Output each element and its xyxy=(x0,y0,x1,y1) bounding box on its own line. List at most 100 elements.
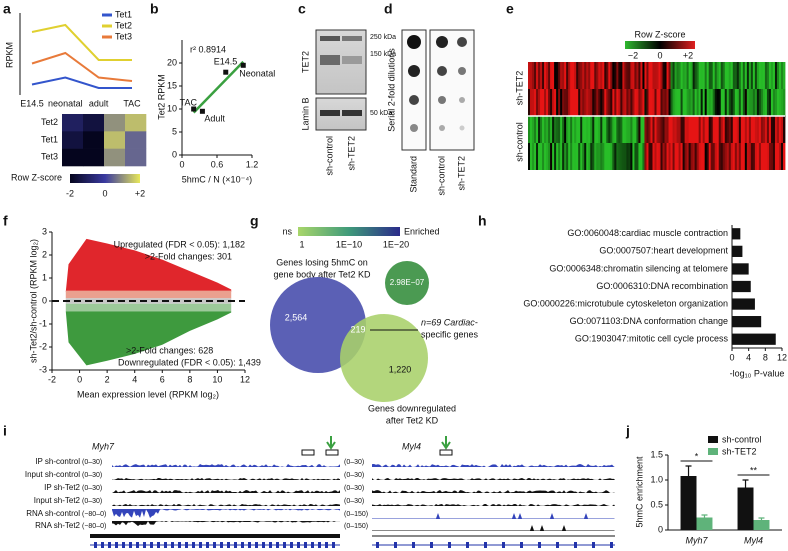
legend-label: Tet2 xyxy=(115,20,132,30)
callout: specific genes xyxy=(421,329,479,339)
heat-stripe xyxy=(706,116,710,143)
heat-stripe xyxy=(698,89,702,116)
heat-stripe xyxy=(548,143,551,170)
legend-swatch xyxy=(708,436,718,443)
heat-stripe xyxy=(752,143,756,170)
heat-stripe xyxy=(664,116,667,143)
heat-stripe xyxy=(606,143,609,170)
heat-stripe xyxy=(600,62,603,89)
heat-stripe xyxy=(576,89,579,116)
heat-stripe xyxy=(654,143,657,170)
heat-stripe xyxy=(730,143,734,170)
heat-stripe xyxy=(646,116,649,143)
enrichment-circle xyxy=(385,261,429,305)
heat-stripe xyxy=(714,62,718,89)
group-label: sh-control xyxy=(514,122,524,162)
heat-stripe xyxy=(566,62,569,89)
heat-stripe xyxy=(564,62,567,89)
heat-stripe xyxy=(680,89,684,116)
heat-stripe xyxy=(538,89,541,116)
heat-stripe xyxy=(570,62,573,89)
heat-stripe xyxy=(764,143,768,170)
heat-stripe xyxy=(630,62,633,89)
heat-stripe xyxy=(546,143,549,170)
heat-stripe xyxy=(700,62,704,89)
heat-stripe xyxy=(676,89,679,116)
dot xyxy=(407,35,421,49)
heat-stripe xyxy=(732,143,736,170)
heat-stripe xyxy=(674,143,677,170)
heat-stripe xyxy=(570,89,573,116)
heat-stripe xyxy=(578,62,581,89)
heat-cell xyxy=(83,114,105,132)
region-box xyxy=(439,449,453,456)
heat-stripe xyxy=(618,62,621,89)
heat-stripe xyxy=(748,89,752,116)
heat-stripe xyxy=(538,62,541,89)
heat-stripe xyxy=(672,89,675,116)
heat-stripe xyxy=(530,143,533,170)
heat-stripe xyxy=(550,89,553,116)
heat-cell xyxy=(62,148,84,167)
heat-stripe xyxy=(556,62,559,89)
point-cloud xyxy=(65,238,232,292)
heat-stripe xyxy=(670,116,673,143)
heat-stripe xyxy=(710,116,714,143)
heat-stripe xyxy=(624,116,627,143)
heat-stripe xyxy=(764,89,768,116)
heat-stripe xyxy=(772,116,776,143)
heat-stripe xyxy=(712,143,716,170)
heat-stripe xyxy=(700,143,704,170)
heat-stripe xyxy=(674,62,677,89)
heat-stripe xyxy=(740,62,744,89)
dot-blot: Serial 2-fold dilutions Standard sh-cont… xyxy=(386,29,475,196)
heat-stripe xyxy=(570,143,573,170)
heat-stripe xyxy=(734,116,738,143)
legend-tick: 1E−10 xyxy=(336,239,362,249)
heat-stripe xyxy=(672,143,675,170)
colorbar xyxy=(70,174,140,183)
heat-stripe xyxy=(580,62,583,89)
heat-stripe xyxy=(722,62,726,89)
heat-stripe xyxy=(748,116,752,143)
heat-stripe xyxy=(678,62,681,89)
band xyxy=(320,55,340,65)
heat-stripe xyxy=(652,62,655,89)
heat-stripe xyxy=(620,143,623,170)
panel-label: d xyxy=(384,1,393,17)
line xyxy=(31,76,132,89)
heat-stripe xyxy=(540,62,543,89)
axis-label: 5hmC enrichment xyxy=(634,456,644,528)
track-signal xyxy=(372,504,615,506)
legend-label: Enriched xyxy=(404,226,440,236)
heat-stripe xyxy=(736,62,740,89)
x-tick-label: 6 xyxy=(160,374,165,384)
heat-stripe xyxy=(612,89,615,116)
heat-stripe xyxy=(636,116,639,143)
heat-stripe xyxy=(748,62,752,89)
heat-stripe xyxy=(570,116,573,143)
bar xyxy=(732,298,755,310)
heat-stripe xyxy=(724,143,728,170)
heat-stripe xyxy=(594,89,597,116)
heat-stripe xyxy=(610,89,613,116)
track-range: (−80–0) xyxy=(82,511,106,518)
heat-stripe xyxy=(648,89,651,116)
set-label: after Tet2 KD xyxy=(386,415,439,425)
legend-gradient xyxy=(298,227,400,236)
heat-stripe xyxy=(564,143,567,170)
heat-cell xyxy=(83,148,105,167)
heat-stripe xyxy=(572,116,575,143)
heat-stripe xyxy=(774,62,778,89)
heat-stripe xyxy=(662,62,665,89)
heat-stripe xyxy=(736,116,740,143)
heat-stripe xyxy=(774,143,778,170)
bar xyxy=(753,520,770,530)
annotation: >2-Fold changes: 301 xyxy=(145,251,232,261)
heat-stripe xyxy=(596,89,599,116)
legend-label: sh-TET2 xyxy=(722,446,757,456)
heat-stripe xyxy=(704,62,708,89)
heat-stripe xyxy=(704,116,708,143)
heat-stripe xyxy=(682,89,686,116)
